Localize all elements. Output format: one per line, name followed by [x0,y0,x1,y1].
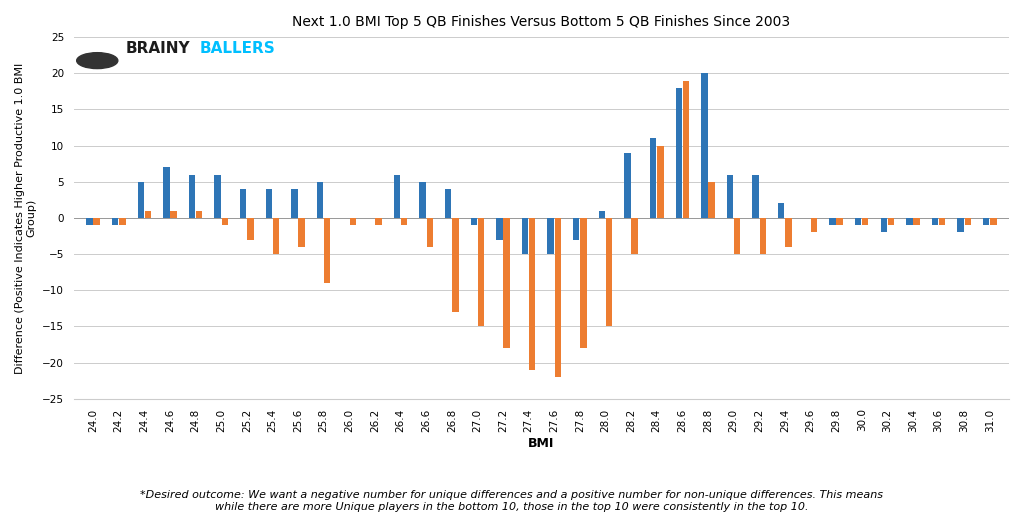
Bar [881,218,887,233]
Bar [144,211,152,218]
Bar [214,175,221,218]
Bar [349,218,356,225]
Bar [785,218,792,247]
Bar [137,182,144,218]
Bar [170,211,177,218]
Bar [555,218,561,377]
Bar [163,168,170,218]
Bar [188,175,196,218]
Bar [990,218,996,225]
Bar [760,218,766,254]
Bar [298,218,305,247]
Bar [573,218,580,240]
Bar [734,218,740,254]
Circle shape [77,53,118,69]
Bar [240,189,247,218]
Bar [86,218,93,225]
Bar [401,218,408,225]
Bar [497,218,503,240]
Bar [811,218,817,233]
Bar [581,218,587,348]
Bar [272,218,280,254]
Bar [709,182,715,218]
Bar [427,218,433,247]
Bar [606,218,612,326]
Bar [291,189,298,218]
Bar [119,218,126,225]
Text: BALLERS: BALLERS [200,41,275,56]
Bar [939,218,945,225]
Bar [829,218,836,225]
Bar [753,175,759,218]
Bar [837,218,843,225]
Bar [324,218,331,283]
Bar [913,218,920,225]
Bar [727,175,733,218]
Bar [265,189,272,218]
Bar [247,218,254,240]
Bar [221,218,228,225]
Text: BRAINY: BRAINY [125,41,189,56]
Bar [683,81,689,218]
Bar [453,218,459,312]
Bar [599,211,605,218]
Bar [316,182,324,218]
Bar [548,218,554,254]
Bar [888,218,894,225]
Bar [394,175,400,218]
Bar [420,182,426,218]
Y-axis label: Difference (Positive Indicates Higher Productive 1.0 BMI
Group): Difference (Positive Indicates Higher Pr… [15,63,37,374]
Bar [701,73,708,218]
Bar [957,218,964,233]
Bar [676,88,682,218]
Bar [657,146,664,218]
Bar [862,218,868,225]
Bar [932,218,938,225]
Bar [445,189,452,218]
Title: Next 1.0 BMI Top 5 QB Finishes Versus Bottom 5 QB Finishes Since 2003: Next 1.0 BMI Top 5 QB Finishes Versus Bo… [293,15,791,29]
Bar [196,211,203,218]
Text: *Desired outcome: We want a negative number for unique differences and a positiv: *Desired outcome: We want a negative num… [140,490,884,512]
Bar [529,218,536,370]
Bar [983,218,989,225]
Bar [965,218,971,225]
Bar [93,218,100,225]
Bar [855,218,861,225]
Bar [778,204,784,218]
Bar [375,218,382,225]
Bar [478,218,484,326]
X-axis label: BMI: BMI [528,437,555,450]
Bar [906,218,912,225]
Bar [522,218,528,254]
Bar [504,218,510,348]
Bar [112,218,119,225]
Bar [650,139,656,218]
Bar [632,218,638,254]
Bar [471,218,477,225]
Bar [625,153,631,218]
